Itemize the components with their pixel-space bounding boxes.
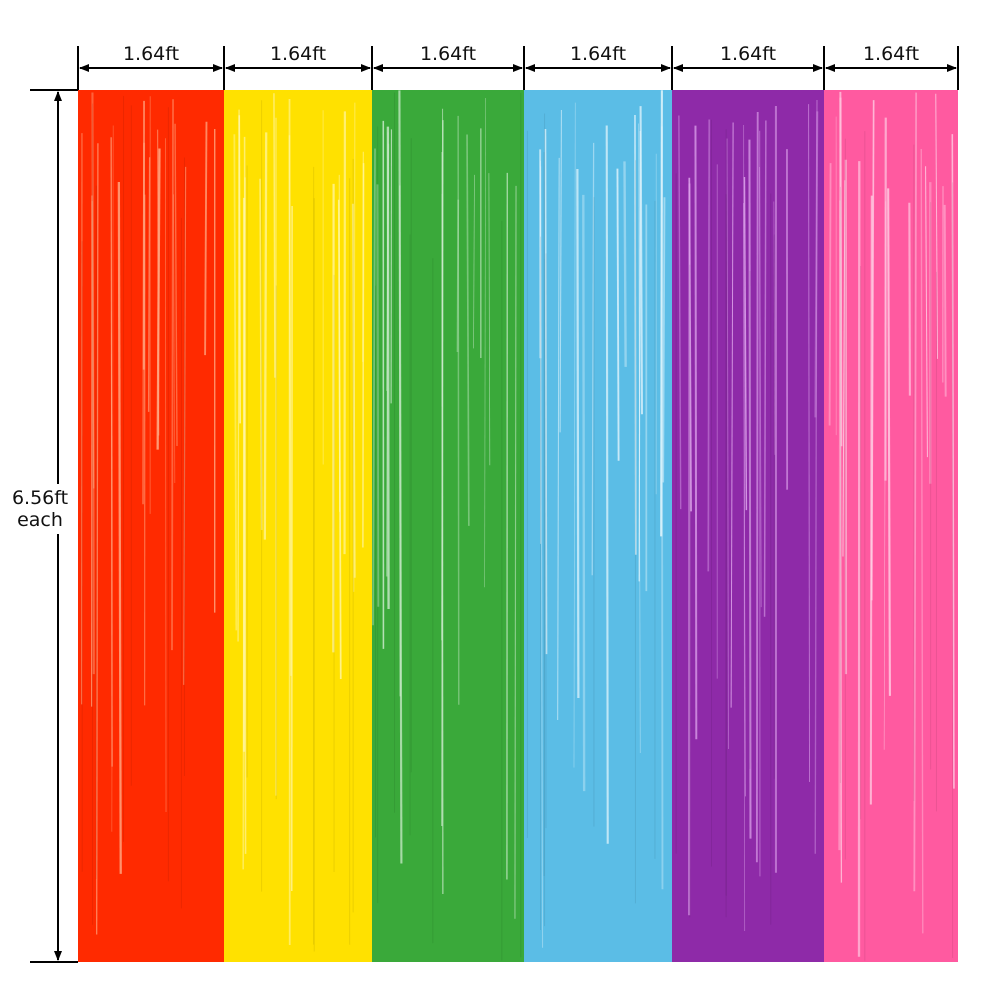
width-label-2: 1.64ft [269, 43, 327, 65]
curtain-panel-green [372, 90, 524, 962]
curtain-panel-pink [824, 90, 958, 962]
curtain-panel-red [78, 90, 224, 962]
width-label-4: 1.64ft [569, 43, 627, 65]
width-label-3: 1.64ft [419, 43, 477, 65]
width-label-5: 1.64ft [719, 43, 777, 65]
width-label-1: 1.64ft [122, 43, 180, 65]
height-label-each: each [4, 509, 76, 531]
height-label: 6.56ft [4, 487, 76, 509]
width-label-6: 1.64ft [862, 43, 920, 65]
curtain-panel-purple [672, 90, 824, 962]
curtain-panel-blue [524, 90, 672, 962]
curtain-panel-yellow [224, 90, 372, 962]
